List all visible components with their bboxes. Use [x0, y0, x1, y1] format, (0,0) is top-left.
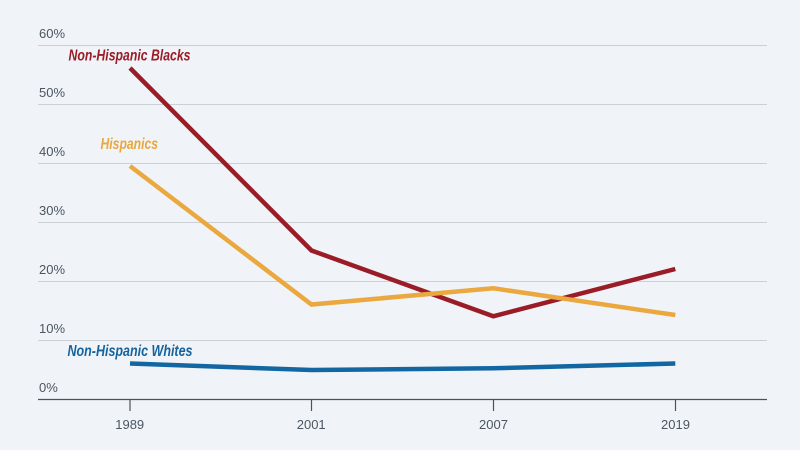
svg-text:10%: 10% [39, 321, 65, 336]
svg-text:2001: 2001 [297, 417, 326, 432]
svg-text:0%: 0% [39, 380, 58, 395]
svg-text:Non-Hispanic Blacks: Non-Hispanic Blacks [69, 48, 191, 65]
svg-text:50%: 50% [39, 85, 65, 100]
svg-text:2007: 2007 [479, 417, 508, 432]
svg-text:20%: 20% [39, 262, 65, 277]
svg-text:Non-Hispanic Whites: Non-Hispanic Whites [68, 343, 193, 360]
svg-text:Hispanics: Hispanics [101, 136, 159, 153]
svg-text:40%: 40% [39, 144, 65, 159]
svg-text:1989: 1989 [115, 417, 144, 432]
svg-text:30%: 30% [39, 203, 65, 218]
svg-text:60%: 60% [39, 26, 65, 41]
svg-text:2019: 2019 [661, 417, 690, 432]
